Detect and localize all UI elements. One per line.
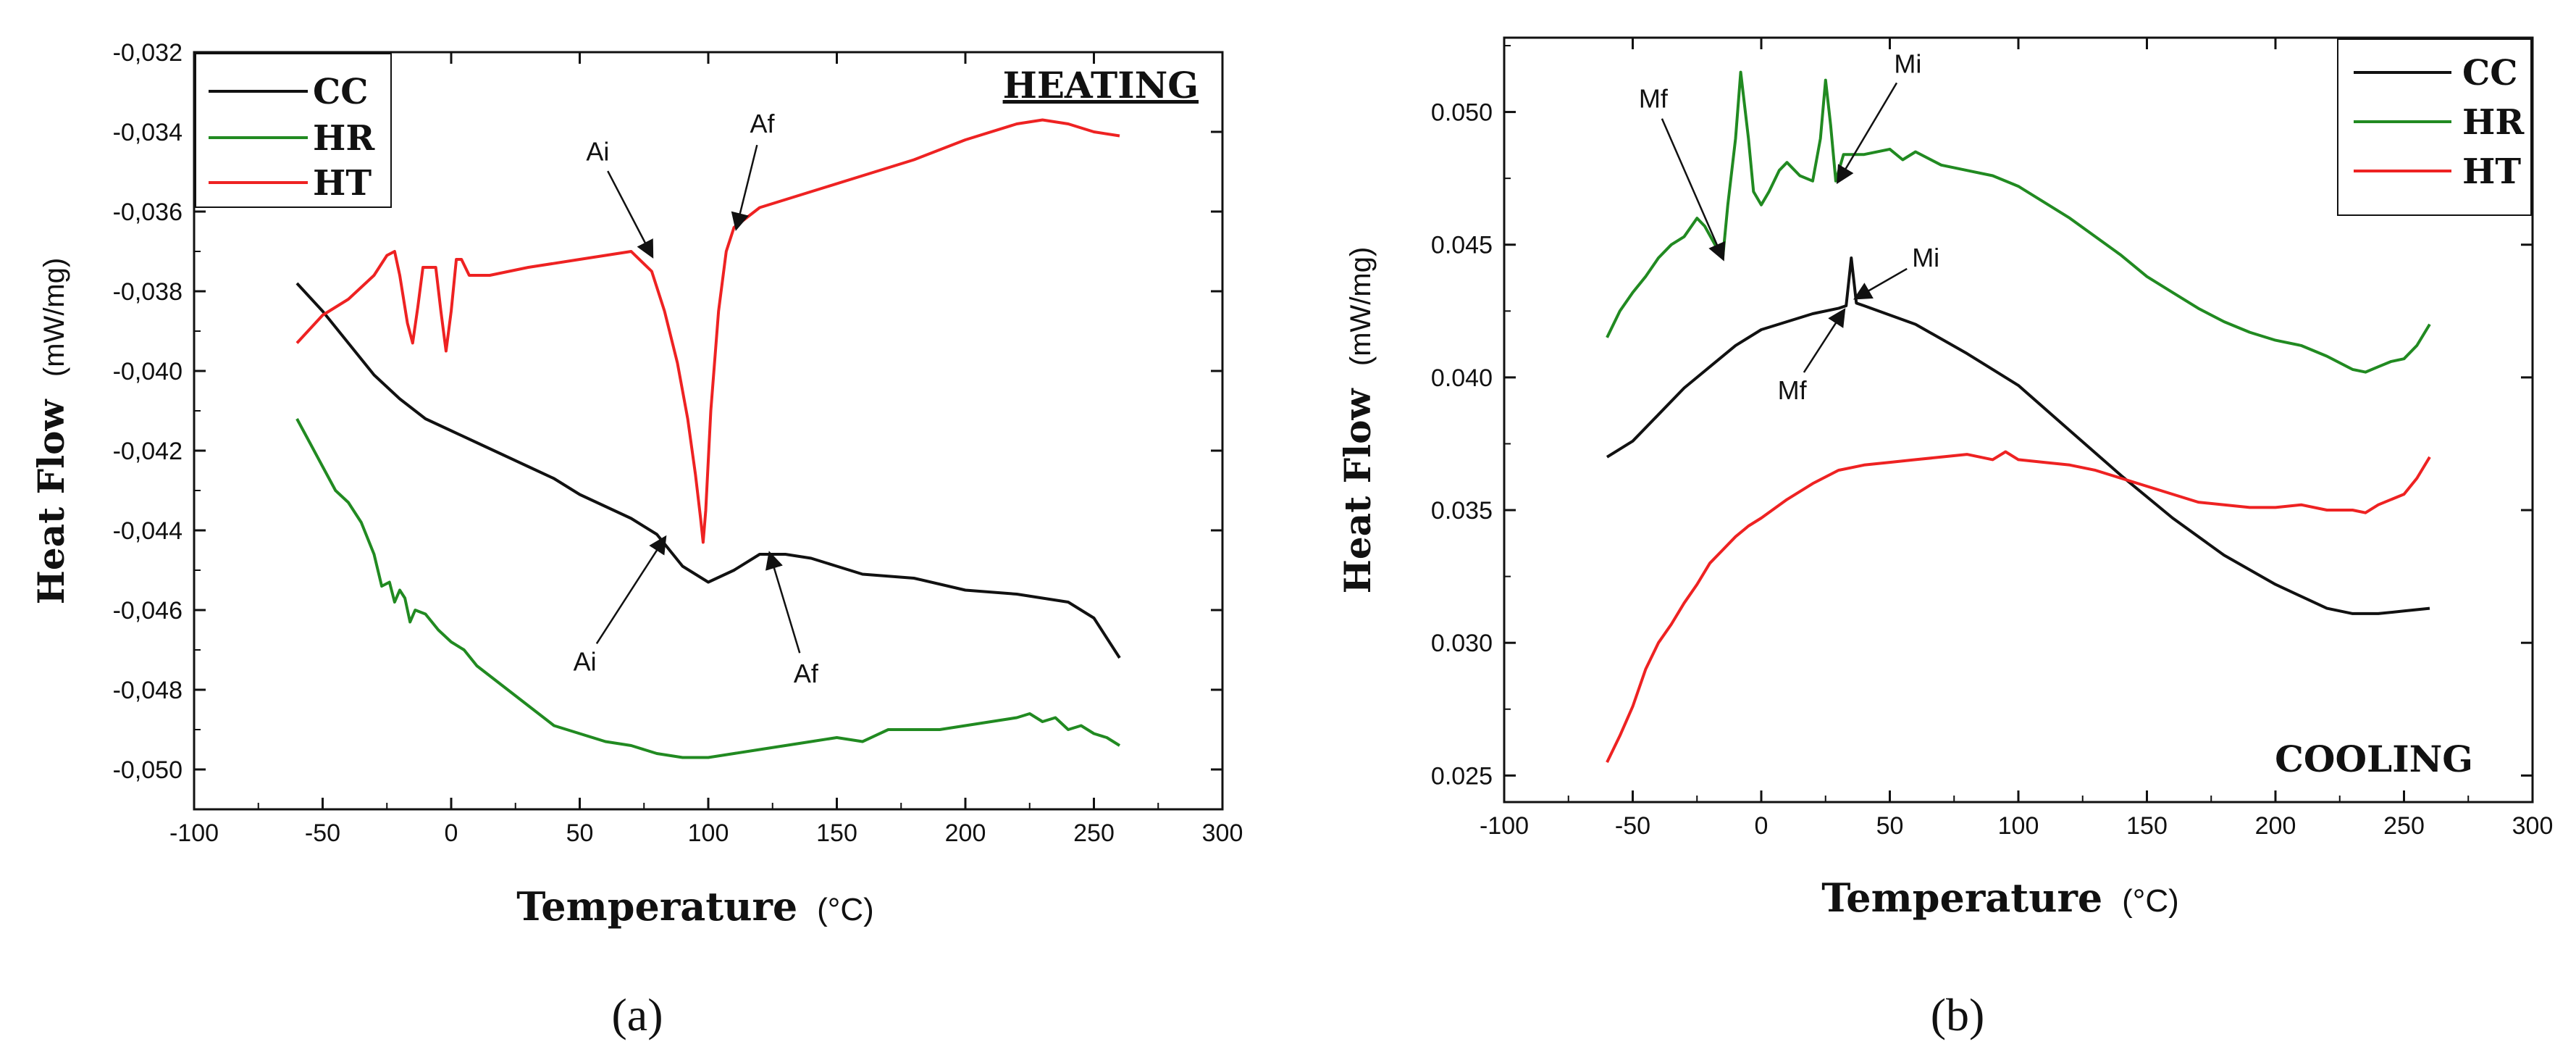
x-tick-label: -50 (305, 819, 340, 847)
panel-b-y-axis-label: Heat Flow (mW/mg) (1336, 247, 1379, 594)
annotation-label-mf: Mf (1639, 83, 1669, 113)
y-tick-label: -0,040 (113, 358, 182, 385)
y-tick-label: -0,032 (113, 39, 182, 67)
x-tick-label: 300 (1202, 819, 1243, 847)
x-tick-label: 0 (445, 819, 458, 847)
annotation-arrow (1661, 118, 1726, 262)
annotation-label-ai: Ai (586, 137, 609, 167)
panel-b-series-lines (1606, 70, 2431, 763)
y-tick-label: 0.025 (1431, 762, 1493, 790)
series-line-cc (1606, 256, 2430, 615)
legend-label-cc: CC (313, 72, 368, 112)
panel-a-caption: (a) (611, 989, 663, 1040)
y-tick-label: 0.040 (1431, 364, 1493, 392)
y-tick-label: -0,044 (113, 517, 182, 545)
series-line-cc (295, 282, 1121, 659)
x-tick-label: 50 (1876, 812, 1904, 840)
y-tick-label: 0.045 (1431, 232, 1493, 259)
annotation-arrow (1803, 308, 1846, 373)
series-line-hr (1606, 70, 2431, 374)
legend-label-ht: HT (313, 163, 372, 204)
panel-a-mode-tag: HEATING (1003, 64, 1199, 107)
x-tick-label: -50 (1615, 812, 1650, 840)
x-tick-label: 200 (2255, 812, 2296, 840)
panel-b-annotations: Mf Mi Mi Mf (1639, 49, 1939, 406)
panel-b-x-tick-labels: -100 -50 0 50 100 150 200 250 300 (1480, 812, 2553, 840)
legend-label-ht: HT (2462, 151, 2521, 192)
y-tick-label: -0,034 (113, 119, 182, 146)
panel-a-y-tick-labels: -0,050 -0,048 -0,046 -0,044 -0,042 -0,040 -0,0… (113, 39, 182, 784)
panel-b-y-axis-title: Heat Flow (1336, 388, 1379, 594)
x-tick-label: 0 (1755, 812, 1769, 840)
annotation-label-af: Af (750, 109, 776, 138)
annotation-arrow (1853, 267, 1908, 300)
x-tick-label: 50 (566, 819, 594, 847)
panel-a-x-axis-label: Temperature (°C) (516, 883, 874, 930)
x-tick-label: 150 (816, 819, 857, 847)
series-line-ht (1606, 450, 2431, 763)
panel-a-series-lines (295, 118, 1121, 759)
panel-a-annotations: Ai Af Ai Af (574, 109, 819, 688)
annotation-arrow (607, 170, 654, 259)
y-tick-label: -0,046 (113, 597, 182, 625)
x-tick-label: 100 (688, 819, 729, 847)
annotation-label-mi: Mi (1912, 243, 1939, 272)
panel-a-y-axis-label: Heat Flow (mW/mg) (30, 258, 72, 605)
panel-b-y-axis-unit: (mW/mg) (1345, 247, 1377, 366)
annotation-arrow (1836, 82, 1898, 185)
panel-b-x-axis-title: Temperature (1821, 875, 2102, 921)
annotation-label-mi: Mi (1894, 49, 1921, 79)
annotation-label-mf: Mf (1778, 375, 1808, 405)
x-tick-label: 200 (945, 819, 986, 847)
x-tick-label: 100 (1998, 812, 2039, 840)
legend-label-cc: CC (2462, 53, 2517, 93)
panel-a-x-axis-unit: (°C) (817, 892, 874, 927)
panel-a-heating-chart: -100 -50 0 50 100 150 200 250 300 -0,050-0,048-0… (30, 39, 1243, 1040)
panel-a-tick-marks (193, 51, 1224, 809)
panel-b-mode-tag: COOLING (2275, 738, 2473, 780)
x-tick-label: -100 (1480, 812, 1529, 840)
annotation-arrow (731, 144, 758, 231)
panel-b-y-tick-labels: 0.025 0.030 0.035 0.040 0.045 0.050 (1431, 99, 1493, 790)
panel-a-y-axis-title: Heat Flow (30, 398, 72, 605)
panel-b-x-axis-label: Temperature (°C) (1821, 875, 2179, 921)
annotation-label-ai: Ai (574, 647, 597, 677)
panel-b-legend: CC HR HT (2337, 38, 2532, 216)
y-tick-label: 0.030 (1431, 630, 1493, 657)
legend-label-hr: HR (313, 118, 375, 159)
annotation-arrow (595, 535, 667, 644)
panel-a-legend: CC HR HT (195, 53, 392, 208)
legend-label-hr: HR (2462, 102, 2525, 143)
x-tick-label: -100 (169, 819, 219, 847)
y-tick-label: -0,050 (113, 756, 182, 784)
y-tick-label: 0.035 (1431, 497, 1493, 525)
y-tick-label: -0,036 (113, 199, 182, 226)
panel-a-x-axis-title: Temperature (516, 883, 797, 930)
panel-b-caption: (b) (1931, 989, 1985, 1040)
panel-a-y-axis-unit: (mW/mg) (38, 258, 70, 377)
panel-a-x-tick-labels: -100 -50 0 50 100 150 200 250 300 (169, 819, 1243, 847)
y-tick-label: -0,038 (113, 278, 182, 306)
y-tick-label: -0,048 (113, 677, 182, 704)
annotation-arrow (765, 551, 801, 654)
series-line-hr (295, 418, 1121, 759)
y-tick-label: -0,042 (113, 438, 182, 465)
x-tick-label: 150 (2126, 812, 2168, 840)
x-tick-label: 250 (1073, 819, 1115, 847)
annotation-label-af: Af (794, 659, 819, 688)
x-tick-label: 300 (2512, 812, 2554, 840)
panel-b-cooling-chart: -100 -50 0 50 100 150 200 250 300 0.025 0.030 0.03… (1336, 36, 2553, 1040)
panel-b-legend-box (2337, 38, 2532, 216)
x-tick-label: 250 (2383, 812, 2425, 840)
panel-b-x-axis-unit: (°C) (2122, 883, 2179, 919)
y-tick-label: 0.050 (1431, 99, 1493, 127)
series-line-ht (295, 118, 1120, 544)
